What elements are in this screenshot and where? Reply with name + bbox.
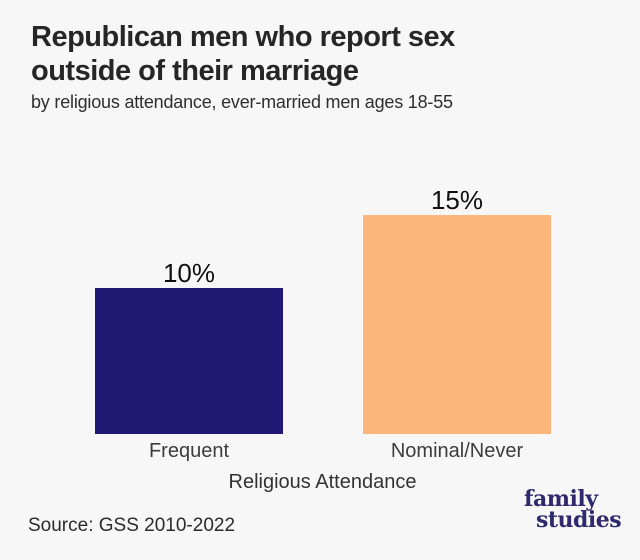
x-axis-title: Religious Attendance bbox=[228, 471, 417, 493]
bar-value-label-nominal-never: 15% bbox=[430, 185, 484, 215]
chart-subtitle: by religious attendance, ever-married me… bbox=[31, 92, 453, 112]
logo-line-studies: studies bbox=[536, 507, 622, 533]
logo-line-family: family bbox=[524, 486, 598, 512]
category-label-frequent: Frequent bbox=[148, 440, 230, 462]
source-note: Source: GSS 2010-2022 bbox=[28, 515, 236, 536]
bar-nominal-never bbox=[363, 215, 551, 434]
category-label-nominal-never: Nominal/Never bbox=[390, 440, 524, 462]
bar-frequent bbox=[95, 288, 283, 434]
chart-title: Republican men who report sex outside of… bbox=[31, 21, 455, 87]
family-studies-logo: family studies bbox=[524, 486, 622, 533]
bar-value-label-frequent: 10% bbox=[162, 258, 216, 288]
